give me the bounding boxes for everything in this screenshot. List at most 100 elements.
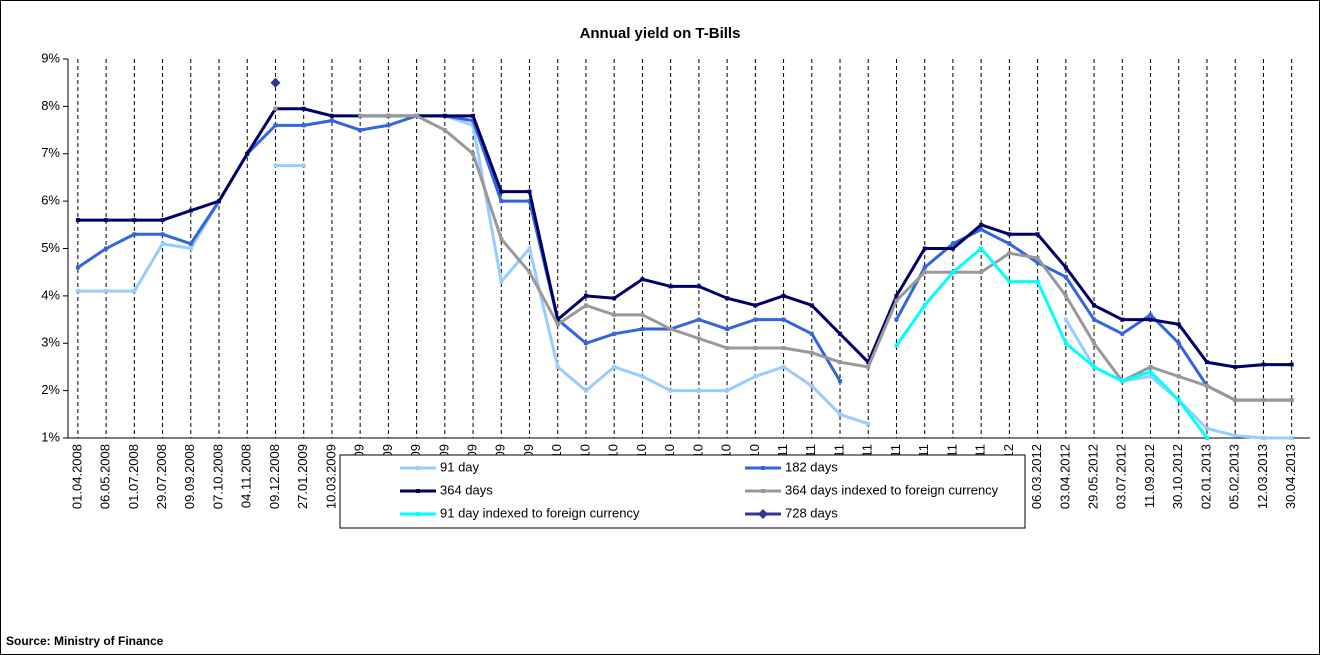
data-point bbox=[838, 331, 843, 336]
y-tick-label: 7% bbox=[41, 145, 60, 160]
data-point bbox=[188, 208, 193, 213]
data-point bbox=[1120, 317, 1125, 322]
data-point bbox=[809, 303, 814, 308]
data-point bbox=[75, 265, 80, 270]
data-point bbox=[866, 364, 871, 369]
data-point bbox=[301, 163, 306, 168]
data-point bbox=[527, 189, 532, 194]
data-point bbox=[1035, 232, 1040, 237]
data-point bbox=[104, 218, 109, 223]
data-point bbox=[1261, 362, 1266, 367]
data-point bbox=[1092, 341, 1097, 346]
data-point bbox=[75, 218, 80, 223]
data-point bbox=[725, 345, 730, 350]
data-point bbox=[499, 189, 504, 194]
data-point bbox=[1035, 279, 1040, 284]
data-point bbox=[329, 118, 334, 123]
data-point bbox=[132, 289, 137, 294]
data-point bbox=[1261, 398, 1266, 403]
data-point bbox=[640, 277, 645, 282]
y-tick-label: 4% bbox=[41, 287, 60, 302]
series-line bbox=[360, 114, 1292, 402]
x-tick-label: 11.09.2012 bbox=[1142, 444, 1157, 508]
data-point bbox=[160, 241, 165, 246]
data-point bbox=[301, 123, 306, 128]
legend-label: 364 days indexed to foreign currency bbox=[785, 482, 999, 497]
data-point bbox=[894, 317, 899, 322]
data-point bbox=[555, 364, 560, 369]
data-point bbox=[668, 327, 673, 332]
x-tick-label: 03.07.2012 bbox=[1114, 444, 1129, 509]
data-point bbox=[386, 123, 391, 128]
data-point bbox=[696, 317, 701, 322]
data-point bbox=[1007, 279, 1012, 284]
chart-title: Annual yield on T-Bills bbox=[580, 25, 741, 42]
data-point bbox=[612, 296, 617, 301]
legend-marker bbox=[761, 489, 765, 493]
data-point bbox=[499, 279, 504, 284]
data-point bbox=[1261, 436, 1266, 440]
data-point bbox=[414, 113, 419, 118]
data-point bbox=[1092, 364, 1097, 369]
data-point bbox=[1063, 274, 1068, 279]
data-point bbox=[1233, 364, 1238, 369]
data-point bbox=[753, 303, 758, 308]
data-point bbox=[725, 296, 730, 301]
data-point bbox=[104, 246, 109, 251]
data-point bbox=[273, 163, 278, 168]
series-line bbox=[895, 246, 1209, 439]
series-line bbox=[77, 107, 1292, 369]
data-point bbox=[1176, 322, 1181, 327]
data-point bbox=[950, 246, 955, 251]
data-point bbox=[1035, 255, 1040, 260]
data-point bbox=[1204, 436, 1209, 440]
x-tick-label: 04.11.2008 bbox=[239, 444, 254, 508]
data-point bbox=[471, 123, 476, 128]
data-point bbox=[1007, 241, 1012, 246]
data-point bbox=[696, 284, 701, 289]
data-point bbox=[1063, 265, 1068, 270]
data-point bbox=[809, 331, 814, 336]
data-point bbox=[188, 246, 193, 251]
x-tick-label: 09.09.2008 bbox=[182, 444, 197, 509]
x-tick-label: 29.07.2008 bbox=[154, 444, 169, 509]
data-point bbox=[1233, 433, 1238, 438]
data-point bbox=[1035, 260, 1040, 265]
data-point bbox=[583, 303, 588, 308]
data-point bbox=[499, 199, 504, 204]
y-tick-label: 2% bbox=[41, 382, 60, 397]
legend-marker bbox=[416, 512, 420, 516]
data-point bbox=[555, 322, 560, 327]
data-point bbox=[75, 289, 80, 294]
data-point bbox=[1289, 436, 1294, 440]
data-point bbox=[668, 388, 673, 393]
data-point bbox=[1120, 379, 1125, 384]
data-point bbox=[583, 293, 588, 298]
data-point bbox=[668, 284, 673, 289]
data-point bbox=[612, 364, 617, 369]
data-point bbox=[555, 317, 560, 322]
data-point bbox=[386, 113, 391, 118]
data-point bbox=[273, 123, 278, 128]
data-point bbox=[442, 113, 447, 118]
y-tick-label: 6% bbox=[41, 193, 60, 208]
x-tick-label: 05.02.2013 bbox=[1227, 444, 1242, 509]
data-point bbox=[160, 232, 165, 237]
data-point bbox=[866, 421, 871, 426]
data-point bbox=[950, 270, 955, 275]
x-tick-label: 06.03.2012 bbox=[1029, 444, 1044, 509]
data-point bbox=[640, 312, 645, 317]
data-point bbox=[781, 317, 786, 322]
legend-label: 91 day bbox=[440, 459, 480, 474]
x-tick-label: 12.03.2013 bbox=[1255, 444, 1270, 509]
x-tick-label: 27.01.2009 bbox=[295, 444, 310, 509]
y-tick-label: 3% bbox=[41, 335, 60, 350]
x-tick-label: 07.10.2008 bbox=[210, 444, 225, 509]
x-tick-label: 09.12.2008 bbox=[267, 444, 282, 509]
data-point bbox=[922, 246, 927, 251]
data-point bbox=[1007, 232, 1012, 237]
legend-marker bbox=[761, 466, 765, 470]
data-point bbox=[696, 336, 701, 341]
